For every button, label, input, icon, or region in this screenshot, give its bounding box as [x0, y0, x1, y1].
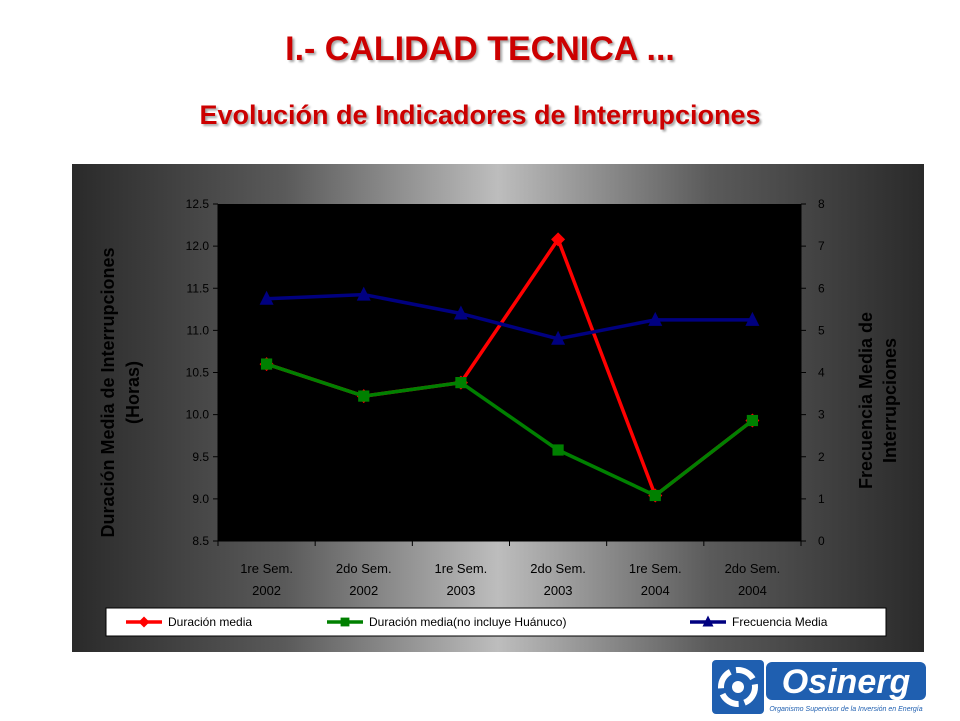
data-point-series-2 — [259, 290, 274, 305]
page-title: I.- CALIDAD TECNICA ... — [285, 30, 675, 68]
plot-area — [218, 204, 801, 541]
legend-label-0: Duración media — [168, 615, 252, 629]
y-tick-label-left: 10.5 — [186, 366, 210, 380]
x-tick-label: 1re Sem. — [240, 561, 293, 576]
y-tick-label-left: 9.5 — [192, 450, 209, 464]
data-point-series-2 — [356, 286, 371, 301]
line-chart: 8.5 9.0 9.5 10.0 10.5 11.0 11.5 12.0 12.5 0 1 2 3 4 5 6… — [98, 197, 900, 637]
data-point-series-1 — [358, 390, 370, 402]
y-tick-label-left: 12.0 — [186, 239, 210, 253]
y-tick-label-right: 1 — [818, 492, 825, 506]
page-subtitle: Evolución de Indicadores de Interrupcion… — [199, 100, 761, 130]
y-axis-title-left-line: Duración Media de Interrupciones — [98, 247, 118, 537]
y-tick-label-right: 7 — [818, 239, 825, 253]
legend-box — [105, 607, 887, 637]
data-point-series-1 — [260, 358, 273, 370]
x-tick-label: 2do Sem. — [725, 561, 781, 576]
logo-tagline: Organismo Supervisor de la Inversión en … — [769, 706, 922, 713]
x-tick-label: 2do Sem. — [530, 561, 586, 576]
series-line-1 — [266, 362, 754, 498]
series-line-2 — [266, 292, 753, 341]
y-tick-label-right: 3 — [818, 408, 825, 422]
y-tick-label-left: 11.5 — [187, 281, 210, 295]
x-tick-label-year: 2004 — [641, 583, 670, 598]
y-axis-title-left: Duración Media de Interrupciones (Horas) — [98, 247, 143, 537]
y-tick-label-right: 4 — [818, 366, 825, 380]
data-point-series-2 — [453, 305, 468, 320]
data-point-series-2 — [745, 311, 760, 326]
legend-label-2: Frecuencia Media — [732, 615, 828, 629]
y-axis-title-right-line: Interrupciones — [880, 338, 900, 463]
data-point-series-1 — [746, 414, 759, 427]
x-tick-label-year: 2003 — [544, 583, 573, 598]
legend-marker-2 — [702, 615, 714, 627]
y-tick-label-left: 8.5 — [192, 534, 209, 548]
x-tick-label: 1re Sem. — [629, 561, 682, 576]
x-tick-label-year: 2002 — [349, 583, 378, 598]
x-tick-label-year: 2004 — [738, 583, 767, 598]
y-axis-title-left-line: (Horas) — [123, 361, 143, 424]
data-point-series-2 — [551, 330, 566, 345]
data-point-series-0 — [551, 232, 566, 247]
y-axis-title-right: Frecuencia Media de Interrupciones — [856, 312, 900, 489]
legend-marker-1 — [340, 617, 350, 627]
data-point-series-2 — [648, 311, 663, 326]
y-tick-label-right: 6 — [818, 281, 825, 295]
data-point-series-1 — [455, 377, 467, 389]
osinerg-logo: Osinerg Organismo Supervisor de la Inver… — [712, 658, 928, 716]
logo-wordmark: Osinerg — [782, 663, 911, 701]
y-tick-label-right: 0 — [818, 534, 825, 548]
chart-panel: 8.5 9.0 9.5 10.0 10.5 11.0 11.5 12.0 12.5 0 1 2 3 4 5 6… — [72, 164, 924, 652]
legend-label-1: Duración media(no incluye Huánuco) — [369, 615, 566, 629]
x-tick-label: 1re Sem. — [435, 561, 488, 576]
y-tick-label-left: 10.0 — [186, 408, 210, 422]
data-point-series-1 — [552, 444, 564, 456]
y-tick-label-right: 8 — [818, 197, 825, 211]
y-tick-label-left: 11.0 — [187, 323, 210, 337]
legend-marker-0 — [138, 616, 150, 628]
y-tick-label-right: 2 — [818, 450, 825, 464]
y-axis-title-right-line: Frecuencia Media de — [856, 312, 876, 489]
y-tick-label-left: 9.0 — [192, 492, 209, 506]
y-tick-label-left: 12.5 — [186, 197, 210, 211]
data-point-series-1 — [649, 489, 661, 502]
y-tick-label-right: 5 — [818, 323, 825, 337]
x-tick-label-year: 2002 — [252, 583, 281, 598]
x-tick-label-year: 2003 — [446, 583, 475, 598]
x-tick-label: 2do Sem. — [336, 561, 392, 576]
